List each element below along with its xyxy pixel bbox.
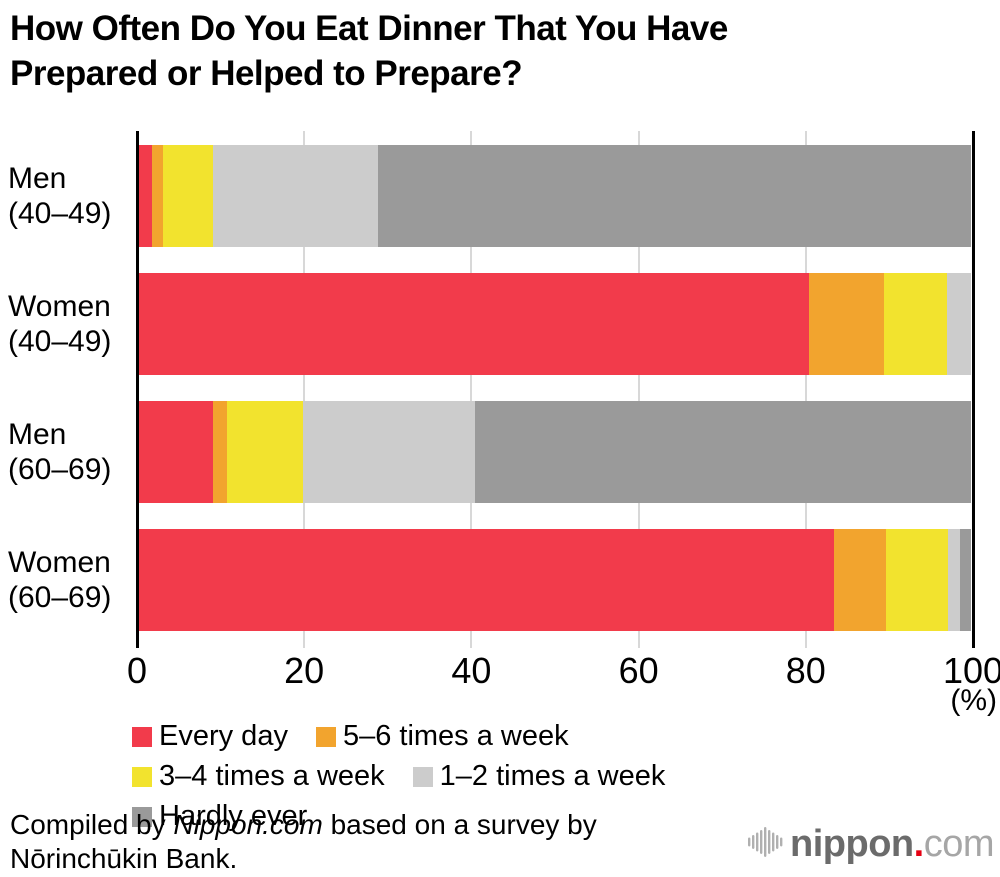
- bar-segment: [885, 529, 949, 631]
- bar-segment: [138, 529, 835, 631]
- logo-red-dot: .: [913, 823, 925, 865]
- grid-line: [804, 131, 807, 648]
- legend-item: 1–2 times a week: [412, 760, 666, 793]
- soundwave-icon: [746, 825, 784, 864]
- bar-segment: [302, 401, 475, 503]
- bar-segment: [213, 401, 227, 503]
- legend-label: 3–4 times a week: [159, 760, 385, 792]
- grid-line: [303, 131, 306, 648]
- category-label: Women (60–69): [8, 545, 112, 614]
- credit-text-prefix: Compiled by: [10, 809, 174, 840]
- bar-segment: [138, 145, 152, 247]
- legend-swatch: [132, 806, 152, 827]
- credit-text-line2: Nōrinchūkin Bank.: [10, 843, 238, 875]
- legend-swatch: [132, 726, 152, 747]
- bar-segment: [163, 145, 214, 247]
- bar-row: [138, 401, 972, 503]
- bar-segment: [809, 273, 885, 375]
- logo-text-com: com: [923, 823, 995, 865]
- legend-swatch: [412, 766, 433, 787]
- x-tick-label: 60: [618, 650, 659, 691]
- logo-wordmark: nippon.com: [790, 823, 994, 866]
- x-tick-label: 40: [451, 650, 492, 691]
- bar-segment: [948, 529, 960, 631]
- legend-label: Every day: [159, 720, 288, 752]
- bar-row: [138, 529, 972, 631]
- bar-segment: [959, 529, 972, 631]
- nippon-com-logo: nippon.com: [746, 823, 995, 866]
- bar-row: [138, 273, 972, 375]
- legend-label: 5–6 times a week: [342, 720, 569, 752]
- bar-segment: [138, 273, 810, 375]
- bar-segment: [378, 145, 972, 247]
- bar-segment: [226, 401, 303, 503]
- x-axis-unit-label: (%): [950, 684, 997, 717]
- credit-source-name: Nippon.com: [173, 809, 323, 840]
- source-credit: Compiled by Nippon.com based on a survey…: [10, 808, 610, 877]
- legend-label: Hardly ever: [159, 800, 308, 832]
- grid-line: [470, 131, 473, 648]
- bar-segment: [213, 145, 379, 247]
- chart-title: How Often Do You Eat Dinner That You Hav…: [10, 9, 728, 94]
- chart-legend: Every day 5–6 times a week 3–4 times a wee…: [132, 720, 832, 833]
- bar-segment: [947, 273, 972, 375]
- legend-item: Every day: [132, 720, 288, 753]
- bar-segment: [151, 145, 164, 247]
- bar-segment: [884, 273, 948, 375]
- legend-swatch: [132, 766, 152, 787]
- x-tick-label: 0: [126, 650, 148, 691]
- credit-text-mid: based on a survey by: [322, 809, 597, 840]
- bar-segment: [834, 529, 886, 631]
- legend-swatch: [315, 726, 336, 747]
- category-label: Men (40–49): [8, 161, 112, 230]
- category-label: Men (60–69): [8, 417, 112, 486]
- grid-line: [637, 131, 640, 648]
- axis-line: [971, 131, 975, 648]
- x-tick-label: 100: [942, 650, 1000, 691]
- legend-item: 3–4 times a week: [132, 760, 385, 793]
- legend-label: 1–2 times a week: [439, 760, 666, 792]
- bar-row: [138, 145, 972, 247]
- bar-segment: [138, 401, 214, 503]
- legend-item: 5–6 times a week: [315, 720, 569, 753]
- axis-line: [135, 131, 139, 648]
- category-label: Women (40–49): [8, 289, 112, 358]
- x-tick-label: 80: [785, 650, 826, 691]
- legend-item: Hardly ever: [132, 800, 307, 833]
- bar-segment: [475, 401, 972, 503]
- logo-text-nippon: nippon: [790, 823, 914, 865]
- x-tick-label: 20: [284, 650, 325, 691]
